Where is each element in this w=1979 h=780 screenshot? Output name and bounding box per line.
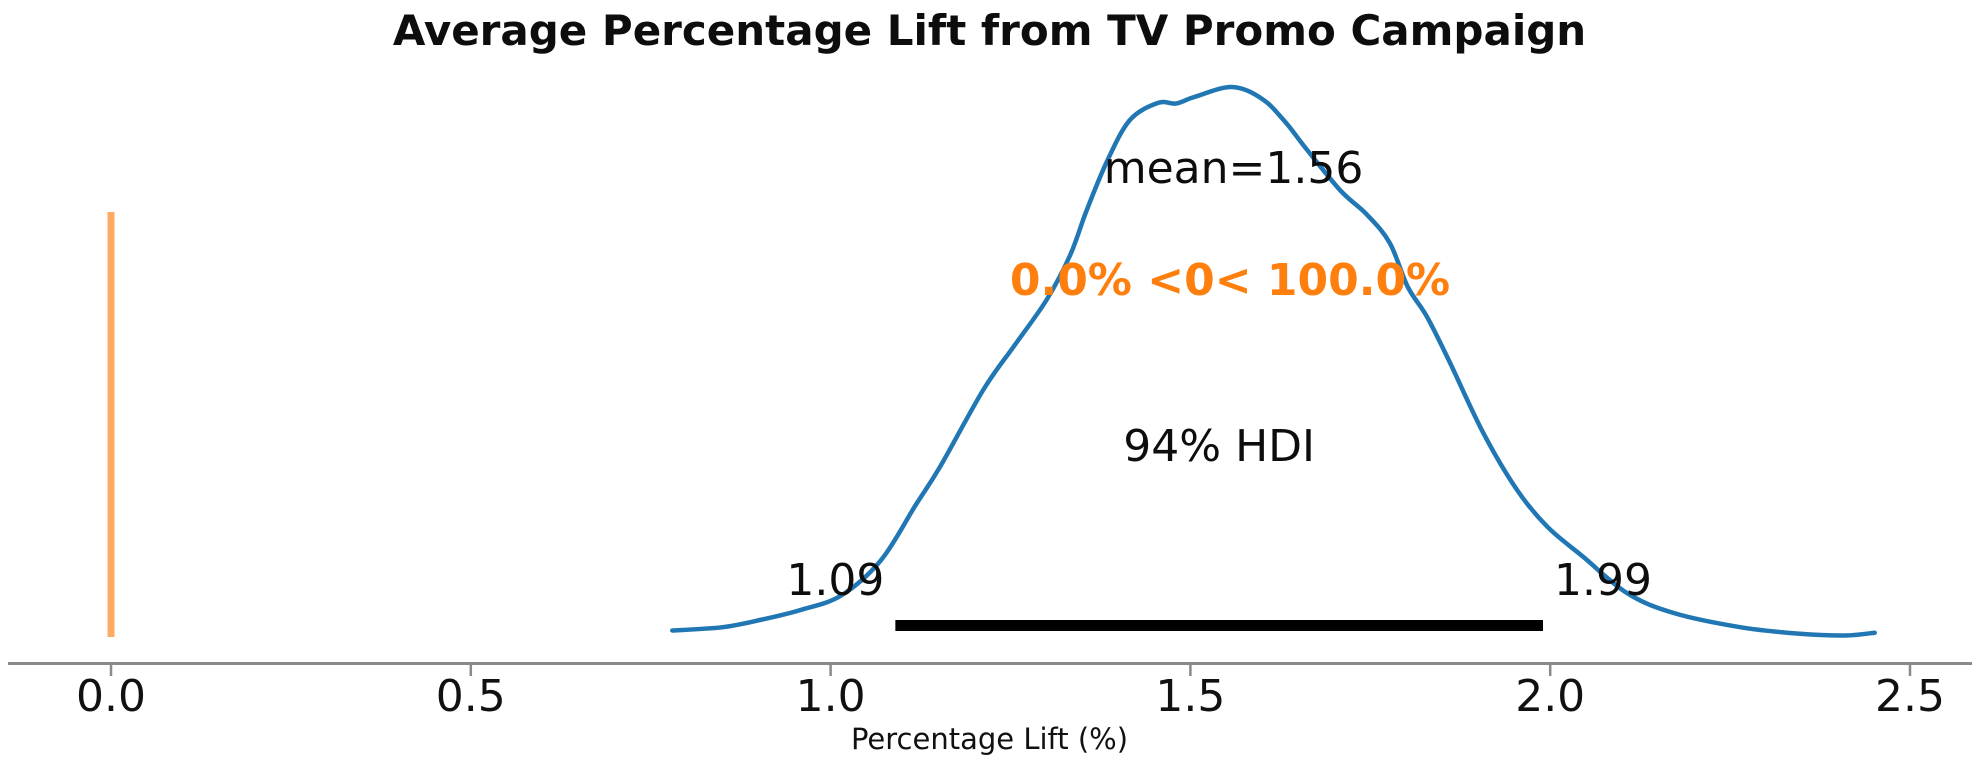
x-axis-tick-label: 2.0 xyxy=(1515,671,1586,722)
mean-label: mean=1.56 xyxy=(1103,143,1364,194)
density-curve xyxy=(670,84,1877,638)
hdi-bar xyxy=(895,620,1544,631)
x-axis-tick-label: 1.0 xyxy=(795,671,866,722)
x-axis-tick-label: 0.0 xyxy=(76,671,146,722)
chart-title: Average Percentage Lift from TV Promo Ca… xyxy=(392,6,1587,55)
x-axis-ticks xyxy=(109,663,1912,676)
ref-probability-label: 0.0% <0< 100.0% xyxy=(1009,255,1451,306)
hdi-upper-label: 1.99 xyxy=(1554,555,1652,606)
hdi-lower-label: 1.09 xyxy=(786,555,885,606)
x-axis-tick-label: 0.5 xyxy=(435,671,506,722)
x-axis-tick-label: 1.5 xyxy=(1155,671,1226,722)
x-axis-title: Percentage Lift (%) xyxy=(850,722,1129,756)
hdi-label: 94% HDI xyxy=(1123,421,1316,472)
x-axis-tick-label: 2.5 xyxy=(1875,671,1945,722)
